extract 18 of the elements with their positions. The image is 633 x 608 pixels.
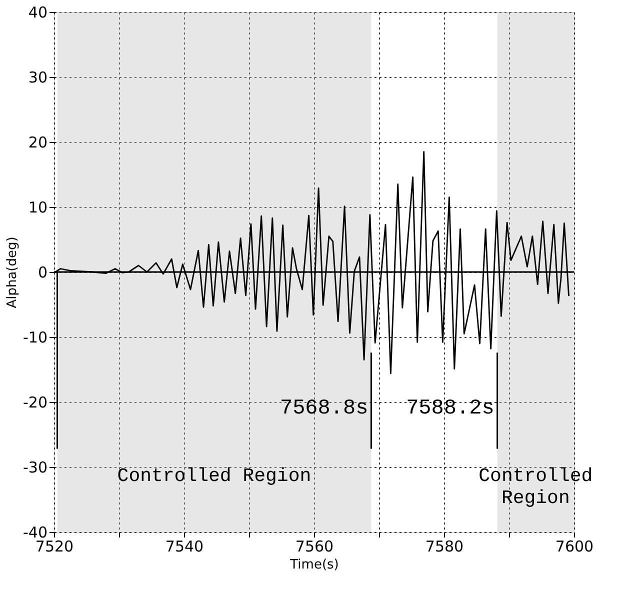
y-tick-label: 0	[38, 264, 48, 282]
y-tick-label: -30	[23, 458, 48, 476]
y-tick-label: -20	[23, 394, 48, 412]
y-tick-label: 10	[28, 198, 48, 216]
y-tick-label: -10	[23, 328, 48, 346]
y-tick-label: 30	[28, 68, 48, 86]
x-tick-label: 7580	[425, 538, 464, 556]
x-tick-label: 7540	[165, 538, 204, 556]
y-tick-label: 20	[28, 134, 48, 152]
ref-line-label: 7568.8s	[280, 398, 368, 421]
band-label: Controlled Region	[478, 464, 593, 509]
x-tick-label: 7560	[295, 538, 334, 556]
x-tick-label: 7600	[555, 538, 594, 556]
x-axis-title: Time(s)	[289, 558, 339, 572]
y-tick-label: 40	[28, 4, 48, 22]
ref-line-label: 7588.2s	[406, 398, 494, 421]
band-label: Controlled Region	[117, 464, 312, 487]
y-axis-title: Alpha(deg)	[5, 236, 20, 308]
